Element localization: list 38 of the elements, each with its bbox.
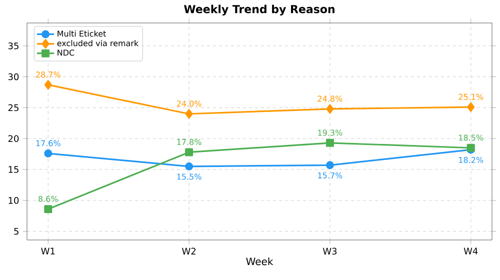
legend-label: Multi Eticket	[58, 30, 106, 37]
data-label: 25.1%	[458, 94, 484, 100]
point	[44, 205, 52, 214]
data-label: 18.5%	[459, 134, 484, 141]
chart-title: Weekly Trend by Reason	[184, 4, 334, 16]
point	[326, 104, 334, 114]
data-label: 18.2%	[459, 156, 484, 163]
point	[467, 102, 475, 112]
data-label: 24.8%	[318, 96, 342, 102]
data-label: 8.6%	[38, 196, 58, 202]
legend-label: NDC	[58, 50, 74, 56]
data-label: 24.0%	[176, 100, 202, 107]
x-tick-label: W1	[41, 248, 55, 254]
data-label: 28.7%	[36, 72, 60, 78]
point	[44, 149, 52, 158]
point	[185, 148, 194, 156]
point	[326, 161, 334, 170]
y-tick-label: 25	[8, 104, 18, 112]
data-label: 17.6%	[36, 140, 60, 146]
point	[185, 109, 193, 119]
x-axis-title: Week	[246, 257, 274, 266]
data-label: 15.5%	[177, 174, 202, 180]
point	[44, 80, 52, 90]
y-tick-label: 15	[8, 166, 18, 173]
y-tick-label: 10	[8, 197, 19, 204]
y-tick-label: 5	[14, 228, 18, 235]
y-tick-label: 20	[8, 135, 19, 142]
x-tick-label: W2	[182, 248, 196, 254]
legend-label: excluded via remark	[57, 40, 139, 46]
data-label: 19.3%	[318, 130, 342, 136]
x-tick-label: W4	[464, 248, 478, 254]
y-tick-label: 35	[8, 42, 18, 50]
y-tick-label: 30	[8, 73, 19, 80]
point	[326, 138, 334, 147]
point	[185, 162, 194, 170]
x-tick-label: W3	[322, 248, 337, 255]
data-label: 17.8%	[177, 138, 202, 145]
data-label: 15.7%	[318, 172, 342, 178]
